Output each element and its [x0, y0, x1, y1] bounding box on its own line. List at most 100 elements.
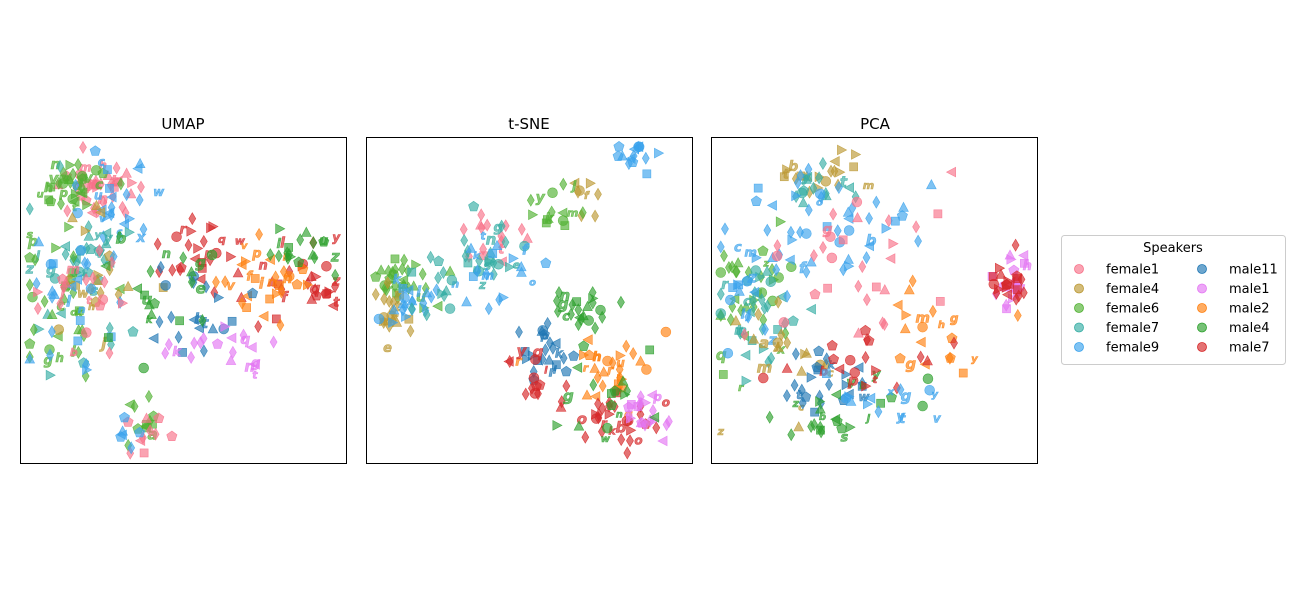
scatter-point-female9 [403, 285, 414, 296]
scatter-point-female9 [863, 240, 874, 252]
scatter-point-male4 [318, 236, 330, 247]
scatter-point-male7 [1001, 289, 1013, 301]
scatter-point-female9 [791, 190, 802, 202]
scatter-point-male4 [198, 313, 207, 327]
scatter-point-female9 [80, 256, 89, 270]
scatter-point-male2 [602, 355, 613, 367]
scatter-point-male1: n [244, 357, 255, 375]
scatter-point-female9 [482, 267, 491, 281]
scatter-point-male7 [199, 234, 208, 248]
scatter-point-female6 [77, 180, 86, 194]
scatter-point-female6 [418, 267, 427, 281]
scatter-point-male4 [284, 251, 292, 265]
scatter-point-male7: r [601, 416, 608, 430]
scatter-point-female4: j [774, 342, 780, 353]
scatter-point-male2: h [593, 350, 602, 364]
scatter-point-female6 [547, 205, 556, 219]
scatter-point-female9 [865, 211, 873, 225]
scatter-point-male7: f [281, 290, 289, 306]
scatter-point-male7 [861, 380, 872, 392]
scatter-point-female7 [433, 255, 445, 266]
scatter-point-female6: c [95, 178, 103, 193]
scatter-point-male7 [826, 339, 838, 351]
scatter-point-female6 [57, 178, 69, 189]
scatter-point-female9 [628, 143, 640, 155]
scatter-point-male2: r [583, 362, 589, 375]
scatter-point-female9: f [799, 259, 808, 277]
scatter-point-male11 [227, 316, 237, 326]
legend-label-female6: female6 [1106, 302, 1159, 317]
scatter-point-male1 [1004, 249, 1016, 260]
scatter-point-female4 [53, 324, 65, 335]
scatter-point-female7 [463, 258, 473, 268]
scatter-point-male7 [529, 388, 541, 399]
scatter-point-female7 [422, 308, 431, 322]
scatter-point-male7 [195, 273, 206, 285]
scatter-point-male11 [156, 260, 165, 274]
scatter-point-female7: g [493, 220, 502, 235]
scatter-point-male4 [588, 293, 599, 304]
scatter-point-male2: v [226, 279, 235, 294]
scatter-point-female9: z [747, 268, 757, 286]
scatter-point-male7 [311, 290, 323, 301]
scatter-point-male2 [579, 349, 590, 361]
scatter-point-female7 [801, 171, 813, 183]
scatter-point-female7 [55, 308, 66, 319]
scatter-point-female9 [75, 316, 85, 325]
scatter-point-female7: c [743, 295, 751, 310]
scatter-point-female6 [64, 221, 75, 233]
scatter-point-female9 [896, 383, 905, 397]
legend-marker-female6 [1074, 303, 1084, 313]
scatter-point-male7 [626, 434, 634, 448]
scatter-point-female7 [61, 247, 70, 261]
scatter-point-male1: p [652, 390, 662, 404]
scatter-point-female9 [722, 347, 734, 359]
scatter-point-female7 [787, 315, 799, 326]
scatter-point-male4 [307, 249, 318, 260]
scatter-point-male4 [816, 425, 825, 435]
scatter-point-female1 [477, 208, 486, 222]
scatter-point-male11: k [828, 358, 836, 371]
scatter-point-male2 [593, 370, 602, 384]
scatter-point-female4: z [717, 425, 725, 438]
scatter-point-male7 [321, 261, 332, 272]
scatter-point-male11 [790, 378, 799, 392]
scatter-point-female7 [127, 326, 139, 337]
scatter-point-male1 [212, 338, 224, 349]
scatter-point-female9 [843, 225, 855, 236]
scatter-point-female4: e [383, 341, 392, 356]
scatter-point-female7: y [104, 232, 113, 247]
scatter-point-male11 [550, 338, 561, 349]
scatter-point-male1: k [172, 345, 182, 360]
scatter-point-female9 [373, 313, 385, 325]
legend-label-male11: male11 [1229, 263, 1278, 278]
scatter-point-female6 [65, 159, 76, 171]
scatter-point-female9 [881, 223, 892, 234]
scatter-point-female7 [843, 182, 854, 194]
scatter-point-male4: k [146, 315, 154, 326]
scatter-point-female7 [45, 369, 56, 381]
scatter-point-male4 [598, 310, 607, 324]
scatter-point-male2 [641, 364, 652, 375]
scatter-point-female9 [750, 195, 762, 206]
scatter-point-female4 [772, 337, 784, 348]
scatter-point-male2 [589, 362, 601, 373]
scatter-point-female6 [411, 259, 422, 271]
scatter-point-female9 [924, 384, 935, 396]
scatter-point-female1 [810, 249, 818, 263]
scatter-point-female9 [627, 156, 639, 168]
scatter-point-female6 [715, 267, 727, 278]
legend-label-female7: female7 [1106, 321, 1159, 336]
scatter-point-female7: t [736, 323, 744, 339]
scatter-point-female1: b [70, 346, 78, 359]
scatter-point-male1 [1020, 258, 1029, 268]
scatter-point-female9: i [416, 285, 421, 301]
scatter-point-male4 [922, 373, 934, 384]
scatter-point-female9 [872, 195, 881, 209]
scatter-point-female9 [814, 188, 826, 200]
scatter-point-female6 [370, 271, 382, 282]
scatter-point-male7 [1011, 238, 1020, 252]
scatter-point-male2 [915, 336, 926, 348]
scatter-point-female6 [526, 193, 535, 207]
scatter-point-male4 [578, 309, 589, 321]
